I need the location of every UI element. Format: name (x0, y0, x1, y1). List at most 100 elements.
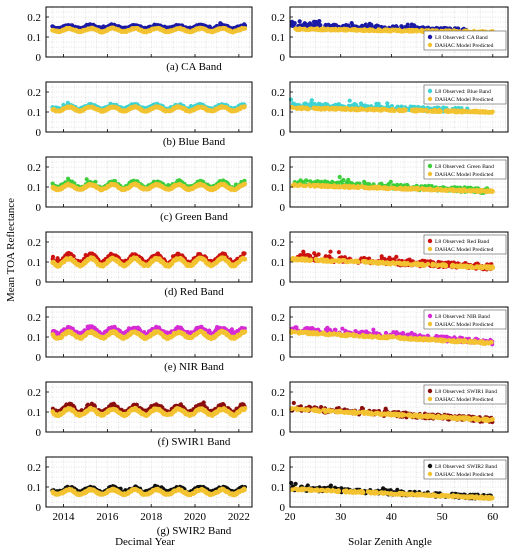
observed-point (50, 254, 56, 259)
model-point (301, 183, 306, 189)
legend-marker (427, 246, 433, 252)
observed-point (307, 21, 313, 26)
model-point (387, 261, 392, 267)
observed-point (347, 98, 352, 103)
model-point (319, 257, 324, 262)
model-point (323, 259, 328, 264)
y-tick-label: 0.1 (27, 332, 41, 344)
model-point (401, 107, 407, 112)
model-point (455, 109, 460, 115)
model-point (477, 188, 483, 193)
y-tick-label: 0.2 (271, 162, 285, 174)
model-point (331, 106, 336, 112)
model-point (377, 108, 382, 113)
y-tick-label: 0.1 (27, 32, 41, 44)
model-point (393, 186, 399, 192)
model-point (413, 108, 419, 113)
model-point (449, 109, 455, 114)
model-point (433, 187, 439, 192)
model-point (422, 263, 427, 268)
observed-point (290, 21, 295, 26)
y-tick-label: 0.1 (271, 257, 285, 269)
panel-caption: (e) NIR Band (164, 361, 224, 373)
model-point (367, 106, 373, 112)
panel-caption: (c) Green Band (160, 211, 228, 223)
model-point (307, 182, 312, 188)
time-series-panel-5: 00.10.2 (27, 306, 253, 364)
model-point (443, 187, 448, 193)
time-series-panel-2: 00.10.2 (27, 81, 253, 139)
model-point (366, 28, 372, 34)
model-point (475, 264, 480, 270)
observed-point (301, 23, 306, 28)
data-points (50, 176, 247, 193)
model-point (454, 188, 459, 193)
model-point (242, 257, 248, 262)
model-point (454, 263, 460, 269)
model-point (425, 109, 431, 114)
model-point (360, 184, 365, 189)
y-tick-label: 0 (280, 277, 286, 289)
data-points (50, 250, 248, 269)
model-point (418, 108, 423, 114)
panel-caption: (d) Red Band (164, 286, 224, 298)
observed-point (326, 23, 331, 28)
model-point (319, 184, 325, 190)
model-point (390, 107, 395, 112)
model-point (385, 28, 390, 33)
panel-caption: (b) Blue Band (163, 136, 226, 148)
observed-point (358, 101, 364, 106)
model-point (374, 260, 379, 266)
model-point (415, 186, 420, 191)
time-series-panel-1: 00.10.2 (27, 6, 253, 64)
legend-label: L8 Observed: Green Band (435, 164, 494, 170)
model-point (362, 28, 367, 33)
model-point (466, 109, 472, 115)
y-tick-label: 0.1 (27, 182, 41, 194)
model-point (410, 185, 415, 191)
model-series (50, 25, 248, 35)
y-tick-label: 0 (36, 352, 42, 364)
model-point (323, 183, 329, 189)
observed-point (301, 249, 306, 254)
model-point (410, 27, 416, 33)
model-point (483, 109, 488, 115)
y-tick-label: 0 (280, 202, 286, 214)
model-point (351, 185, 357, 190)
model-point (313, 106, 318, 112)
model-point (374, 28, 380, 34)
model-point (343, 26, 349, 32)
legend-label: DAHAC Model Predicted (435, 43, 494, 49)
y-tick-label: 0 (36, 202, 42, 214)
model-point (242, 181, 247, 187)
observed-point (309, 98, 314, 103)
model-point (419, 28, 425, 34)
observed-point (304, 178, 309, 183)
y-tick-label: 0.2 (27, 12, 41, 24)
y-tick-label: 0.1 (271, 32, 285, 44)
model-point (400, 29, 405, 34)
model-point (367, 185, 372, 191)
y-tick-label: 0 (36, 127, 42, 139)
legend-label: L8 Observed: CA Band (435, 35, 488, 41)
model-point (348, 27, 354, 33)
legend-marker (427, 42, 433, 48)
y-axis-label: Mean TOA Reflectance (5, 198, 17, 302)
model-point (369, 259, 374, 264)
y-tick-label: 0 (280, 52, 286, 64)
model-point (312, 27, 318, 32)
model-point (438, 187, 444, 192)
time-series-panel-3: 00.10.2 (27, 156, 253, 214)
model-point (354, 27, 360, 33)
model-point (338, 106, 344, 112)
model-point (425, 187, 430, 192)
legend: L8 Observed: CA Band DAHAC Model Predicte… (423, 30, 507, 51)
y-tick-label: 0.1 (27, 257, 41, 269)
y-tick-label: 0.1 (271, 107, 285, 119)
